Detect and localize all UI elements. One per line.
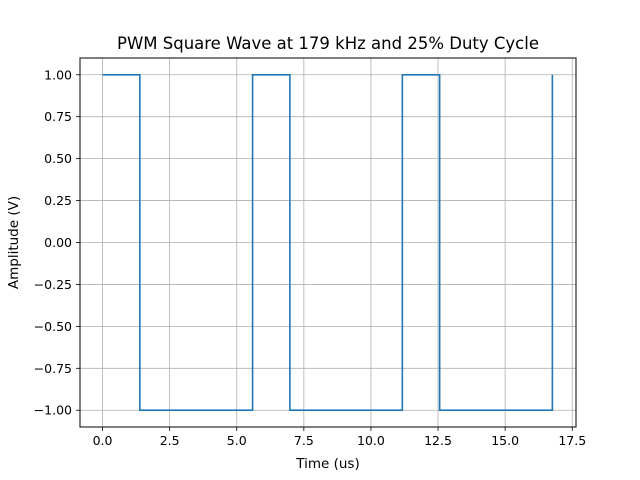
x-tick-label: 17.5 <box>558 433 586 448</box>
x-tick-label: 15.0 <box>491 433 519 448</box>
x-tick-label: 12.5 <box>424 433 452 448</box>
y-tick-label: 0.00 <box>44 235 72 250</box>
tick-layer: 0.0 2.5 5.0 7.5 10.0 12.5 15.0 17.5 1.00 0.75 0.50… <box>34 67 586 448</box>
y-axis-label: Amplitude (V) <box>6 196 22 289</box>
x-tick-label: 7.5 <box>294 433 314 448</box>
y-tick-label: −0.50 <box>34 319 72 334</box>
x-tick-label: 2.5 <box>160 433 180 448</box>
x-axis-label: Time (us) <box>295 456 359 472</box>
x-tick-label: 10.0 <box>357 433 385 448</box>
y-tick-label: −1.00 <box>34 403 72 418</box>
y-tick-label: −0.25 <box>34 277 72 292</box>
chart-title: PWM Square Wave at 179 kHz and 25% Duty … <box>117 34 539 53</box>
series-layer <box>102 73 554 412</box>
y-tick-label: 0.25 <box>44 193 72 208</box>
y-tick-label: 0.50 <box>44 151 72 166</box>
grid-layer <box>80 58 576 427</box>
x-tick-label: 5.0 <box>227 433 247 448</box>
y-tick-label: 0.75 <box>44 109 72 124</box>
series-line-0 <box>102 73 554 412</box>
x-tick-label: 0.0 <box>93 433 113 448</box>
y-tick-label: 1.00 <box>44 67 72 82</box>
y-tick-label: −0.75 <box>34 361 72 376</box>
plot-frame <box>79 57 577 428</box>
